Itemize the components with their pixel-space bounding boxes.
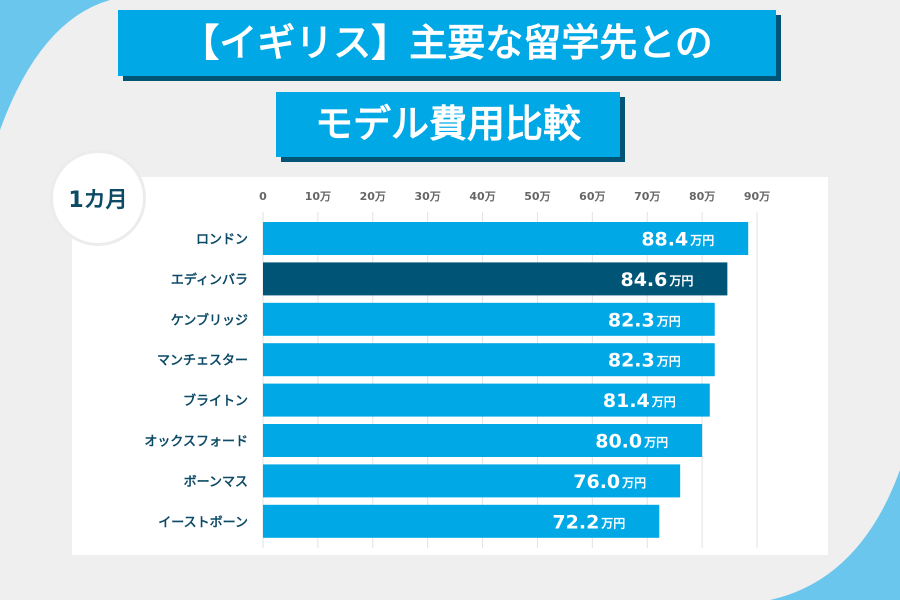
category-label: オックスフォード	[144, 435, 248, 450]
x-tick-label: 40万	[469, 190, 495, 203]
x-tick-label: 80万	[689, 190, 715, 203]
x-tick-label: 70万	[634, 190, 660, 203]
period-badge: 1カ月	[50, 150, 146, 246]
title-line-1: 【イギリス】主要な留学先との	[118, 10, 776, 76]
value-label: 82.3	[608, 350, 655, 372]
x-tick-label: 30万	[415, 190, 441, 203]
value-unit: 万円	[689, 234, 714, 248]
category-label: ロンドン	[196, 233, 248, 248]
value-label: 80.0	[595, 431, 642, 453]
x-tick-label: 60万	[579, 190, 605, 203]
value-unit: 万円	[651, 395, 676, 409]
category-label: ボーンマス	[184, 474, 248, 490]
bar	[263, 424, 703, 457]
x-tick-label: 10万	[305, 190, 331, 203]
value-unit: 万円	[656, 314, 681, 328]
x-tick-label: 20万	[360, 190, 386, 203]
value-unit: 万円	[643, 436, 668, 450]
value-unit: 万円	[600, 516, 625, 530]
bar	[263, 464, 681, 498]
x-tick-label: 50万	[524, 190, 550, 203]
value-label: 72.2	[552, 511, 599, 533]
category-label: エディンバラ	[171, 272, 248, 288]
value-label: 82.3	[608, 309, 655, 331]
category-label: マンチェスター	[157, 354, 248, 369]
value-unit: 万円	[656, 355, 681, 369]
title-line-2: モデル費用比較	[276, 92, 620, 157]
bar	[263, 343, 715, 377]
category-label: イーストボーン	[158, 514, 248, 530]
category-label: ケンブリッジ	[171, 312, 248, 328]
bar	[263, 222, 749, 255]
x-tick-label: 0	[259, 190, 267, 203]
value-label: 81.4	[603, 390, 650, 412]
corner-curve-top-left	[0, 0, 110, 130]
bar	[263, 383, 710, 417]
bar	[263, 302, 715, 336]
value-unit: 万円	[668, 274, 693, 288]
bar	[263, 262, 728, 296]
value-unit: 万円	[621, 476, 646, 490]
value-label: 88.4	[641, 229, 688, 251]
corner-curve-bottom-right	[770, 470, 900, 600]
value-label: 84.6	[620, 269, 667, 291]
bar	[263, 504, 660, 538]
x-tick-label: 90万	[744, 190, 770, 203]
period-label: 1カ月	[68, 188, 128, 213]
value-label: 76.0	[573, 471, 620, 493]
category-label: ブライトン	[183, 393, 248, 409]
